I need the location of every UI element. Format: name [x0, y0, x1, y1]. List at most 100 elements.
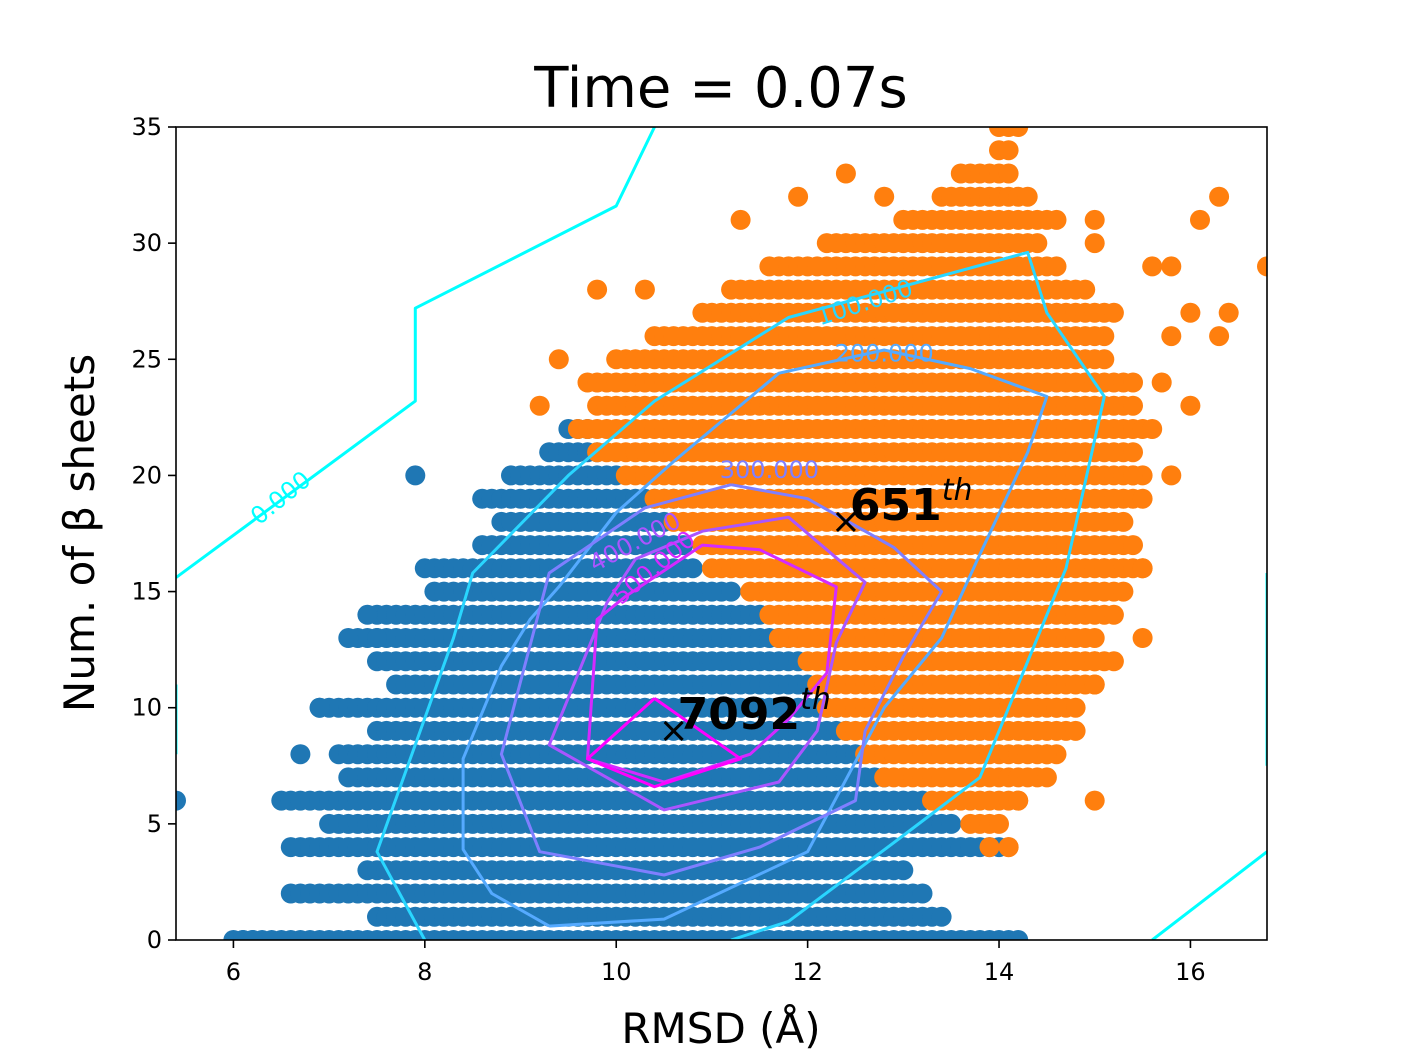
- y-tick-label: 10: [131, 694, 162, 722]
- scatter-point: [1132, 488, 1153, 509]
- scatter-point: [1027, 233, 1048, 254]
- scatter-point: [587, 279, 608, 300]
- scatter-point: [1084, 790, 1105, 811]
- y-tick-label: 35: [131, 113, 162, 141]
- x-tick-label: 8: [417, 958, 432, 986]
- scatter-point: [1084, 628, 1105, 648]
- y-axis: 0 5 10 15 20 25 30 35: [131, 113, 176, 954]
- scatter-point: [1123, 465, 1143, 486]
- scatter-point: [1103, 604, 1124, 625]
- scatter-point: [242, 930, 263, 940]
- scatter-point: [989, 813, 1009, 834]
- x-axis-label: RMSD (Å): [621, 1003, 820, 1053]
- scatter-point: [874, 186, 895, 207]
- scatter-point: [979, 837, 1000, 858]
- scatter-point: [893, 860, 914, 881]
- scatter-point: [176, 790, 186, 811]
- scatter-point: [529, 395, 550, 416]
- scatter-point: [1084, 674, 1105, 695]
- scatter-point: [1142, 256, 1163, 277]
- y-tick-label: 25: [131, 345, 162, 373]
- scatter-point: [1209, 326, 1230, 347]
- scatter-point: [1132, 558, 1153, 579]
- scatter-point: [1084, 651, 1105, 672]
- scatter-point: [1008, 790, 1029, 811]
- contour-label: 0.000: [245, 465, 316, 530]
- scatter-point: [1161, 256, 1182, 277]
- scatter-point: [1008, 127, 1029, 137]
- y-tick-label: 30: [131, 229, 162, 257]
- scatter-point: [1094, 558, 1115, 579]
- scatter-point: [998, 163, 1019, 184]
- x-tick-label: 6: [226, 958, 241, 986]
- x-tick-label: 16: [1175, 958, 1206, 986]
- scatter-point: [1065, 720, 1086, 741]
- scatter-point: [338, 628, 359, 648]
- annotation-marker: [835, 511, 856, 532]
- scatter-point: [912, 883, 933, 904]
- scatter-point: [1180, 302, 1201, 323]
- scatter-point: [1123, 442, 1143, 463]
- contour-line: [1151, 850, 1267, 940]
- scatter-points: [176, 127, 1267, 940]
- scatter-point: [1103, 651, 1124, 672]
- x-tick-label: 14: [984, 958, 1015, 986]
- scatter-point: [1036, 744, 1057, 765]
- scatter-point: [730, 209, 751, 230]
- scatter-point: [1084, 209, 1105, 230]
- x-axis: 6 8 10 12 14 16: [226, 940, 1206, 986]
- scatter-point: [1151, 372, 1172, 393]
- scatter-point: [1084, 233, 1105, 254]
- contour-line: [547, 515, 867, 812]
- contour-line: [176, 127, 656, 579]
- scatter-point: [634, 279, 655, 300]
- scatter-point: [1036, 767, 1057, 788]
- scatter-point: [1132, 628, 1153, 648]
- scatter-point: [1075, 279, 1096, 300]
- scatter-point: [1123, 535, 1143, 556]
- scatter-point: [367, 628, 387, 648]
- density-contours: [176, 127, 1267, 940]
- annotation-marker: [663, 720, 684, 742]
- scatter-point: [1103, 302, 1124, 323]
- scatter-point: [1209, 186, 1230, 207]
- contour-line: [375, 250, 1106, 940]
- scatter-point: [1218, 302, 1239, 323]
- scatter-point: [1123, 372, 1143, 393]
- scatter-point: [941, 813, 962, 834]
- scatter-point: [1094, 349, 1115, 370]
- scatter-point: [1065, 697, 1086, 718]
- scatter-point: [1190, 209, 1210, 230]
- scatter-point: [1257, 256, 1267, 277]
- chart-title: Time = 0.07s: [533, 56, 907, 121]
- scatter-point: [1046, 697, 1067, 718]
- scatter-point: [998, 140, 1019, 161]
- scatter-point: [682, 558, 703, 579]
- x-tick-label: 12: [792, 958, 823, 986]
- scatter-point: [1017, 186, 1038, 207]
- scatter-point: [1161, 465, 1182, 486]
- y-axis-label: Num. of β sheets: [55, 354, 104, 712]
- scatter-point: [1113, 581, 1134, 602]
- scatter-point: [405, 465, 426, 486]
- scatter-point: [1008, 930, 1029, 940]
- annotation-label: 7092th: [678, 682, 831, 740]
- contour-label: 200.000: [835, 340, 934, 368]
- contour-line: [461, 348, 1049, 928]
- scatter-point: [931, 906, 952, 927]
- x-tick-label: 10: [601, 958, 632, 986]
- scatter-point: [357, 604, 378, 625]
- scatter-point: [1142, 419, 1163, 439]
- scatter-point: [835, 163, 856, 184]
- scatter-point: [1161, 326, 1182, 347]
- scatter-point: [998, 837, 1019, 858]
- y-tick-label: 0: [147, 926, 162, 954]
- series-0: [176, 419, 1029, 940]
- y-tick-label: 15: [131, 578, 162, 606]
- scatter-point: [1046, 256, 1067, 277]
- y-tick-label: 20: [131, 461, 162, 489]
- scatter-point: [721, 581, 742, 602]
- scatter-point: [788, 186, 809, 207]
- contour-label: 300.000: [720, 456, 819, 484]
